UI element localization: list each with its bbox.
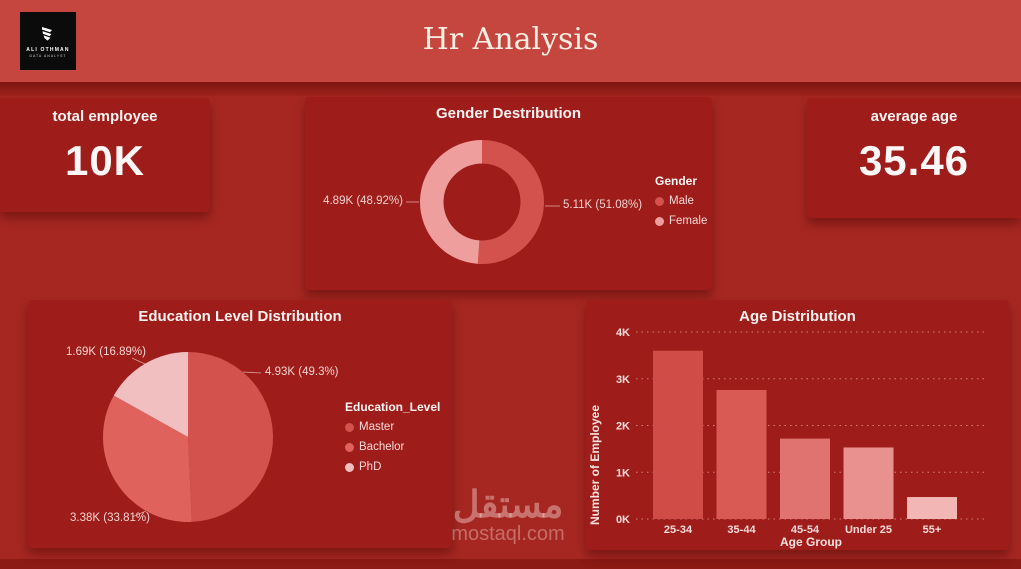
average-age-card[interactable]: average age 35.46 <box>807 98 1021 218</box>
svg-text:45-54: 45-54 <box>791 524 820 536</box>
data-label-bachelor: 3.38K (33.81%) <box>70 512 150 524</box>
svg-text:55+: 55+ <box>923 524 942 536</box>
female-legend-dot <box>655 216 664 226</box>
education-pie-chart[interactable] <box>28 300 452 548</box>
logo-subtitle: DATA ANALYST <box>29 54 67 58</box>
total-employee-card[interactable]: total employee 10K <box>0 98 210 212</box>
data-label-male: 5.11K (51.08%) <box>563 199 643 211</box>
svg-text:1K: 1K <box>616 467 630 479</box>
phd-legend-dot <box>345 462 354 472</box>
male-legend-dot <box>655 196 664 206</box>
data-label-female: 4.89K (48.92%) <box>323 195 403 207</box>
header: ALI OTHMAN DATA ANALYST Hr Analysis <box>0 0 1021 82</box>
legend-label: Master <box>359 421 395 433</box>
svg-text:25-34: 25-34 <box>664 524 693 536</box>
age-distribution-card[interactable]: Age Distribution 0K 1K 2K 3K 4K 25-34 35-44 45-… <box>586 300 1009 550</box>
x-axis-title: Age Group <box>780 535 842 549</box>
legend-title: Gender <box>655 174 698 188</box>
shield-icon <box>42 27 52 41</box>
master-legend-dot <box>345 422 354 432</box>
age-bar-chart[interactable]: 0K 1K 2K 3K 4K 25-34 35-44 45-54 Under 25 55+ <box>586 300 1009 550</box>
logo: ALI OTHMAN DATA ANALYST <box>20 12 76 70</box>
svg-text:4K: 4K <box>616 327 630 339</box>
gender-legend: Gender Male Female <box>655 174 707 235</box>
svg-text:3K: 3K <box>616 374 630 386</box>
education-level-card[interactable]: Education Level Distribution 1.69K (16.8… <box>28 300 452 548</box>
kpi-value: 10K <box>64 137 146 184</box>
legend-item-female[interactable]: Female <box>655 215 707 227</box>
education-legend: Education_Level Master Bachelor PhD <box>345 400 440 481</box>
data-label-phd: 1.69K (16.89%) <box>66 346 146 358</box>
data-label-master: 4.93K (49.3%) <box>265 366 339 378</box>
logo-name: ALI OTHMAN <box>26 47 70 53</box>
legend-label: Female <box>669 215 708 227</box>
legend-title: Education_Level <box>345 400 441 414</box>
legend-label: Bachelor <box>359 441 405 453</box>
kpi-label: total employee <box>52 108 158 125</box>
legend-label: Male <box>669 195 694 207</box>
svg-text:35-44: 35-44 <box>727 524 756 536</box>
y-axis-title: Number of Employee <box>588 404 602 525</box>
legend-item-master[interactable]: Master <box>345 421 440 433</box>
legend-item-male[interactable]: Male <box>655 195 707 207</box>
chart-title: Age Distribution <box>739 308 856 325</box>
legend-item-phd[interactable]: PhD <box>345 461 440 473</box>
gender-donut-chart[interactable] <box>305 97 712 290</box>
svg-text:2K: 2K <box>616 421 630 433</box>
legend-item-bachelor[interactable]: Bachelor <box>345 441 440 453</box>
kpi-value: 35.46 <box>858 137 970 184</box>
svg-text:Under 25: Under 25 <box>845 524 892 536</box>
gender-distribution-card[interactable]: Gender Destribution 4.89K (48.92%) 5.11K… <box>305 97 712 290</box>
bottom-border-strip <box>0 559 1021 569</box>
header-divider-band <box>0 82 1021 96</box>
chart-title: Education Level Distribution <box>138 308 342 325</box>
legend-label: PhD <box>359 461 382 473</box>
svg-text:0K: 0K <box>616 514 630 526</box>
kpi-label: average age <box>870 108 958 125</box>
bachelor-legend-dot <box>345 442 354 452</box>
chart-title: Gender Destribution <box>435 105 581 122</box>
page-title: Hr Analysis <box>422 22 599 57</box>
